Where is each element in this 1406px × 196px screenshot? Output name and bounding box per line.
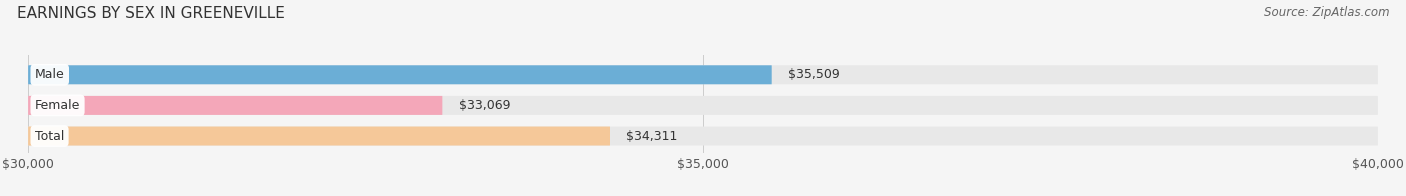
- Text: EARNINGS BY SEX IN GREENEVILLE: EARNINGS BY SEX IN GREENEVILLE: [17, 6, 285, 21]
- FancyBboxPatch shape: [28, 65, 1378, 84]
- Text: $34,311: $34,311: [626, 130, 678, 142]
- FancyBboxPatch shape: [28, 127, 610, 145]
- Text: $33,069: $33,069: [458, 99, 510, 112]
- FancyBboxPatch shape: [28, 96, 443, 115]
- Text: Total: Total: [35, 130, 65, 142]
- Text: $35,509: $35,509: [787, 68, 839, 81]
- FancyBboxPatch shape: [28, 65, 772, 84]
- Text: Male: Male: [35, 68, 65, 81]
- FancyBboxPatch shape: [28, 127, 1378, 145]
- Text: Female: Female: [35, 99, 80, 112]
- Text: Source: ZipAtlas.com: Source: ZipAtlas.com: [1264, 6, 1389, 19]
- FancyBboxPatch shape: [28, 96, 1378, 115]
